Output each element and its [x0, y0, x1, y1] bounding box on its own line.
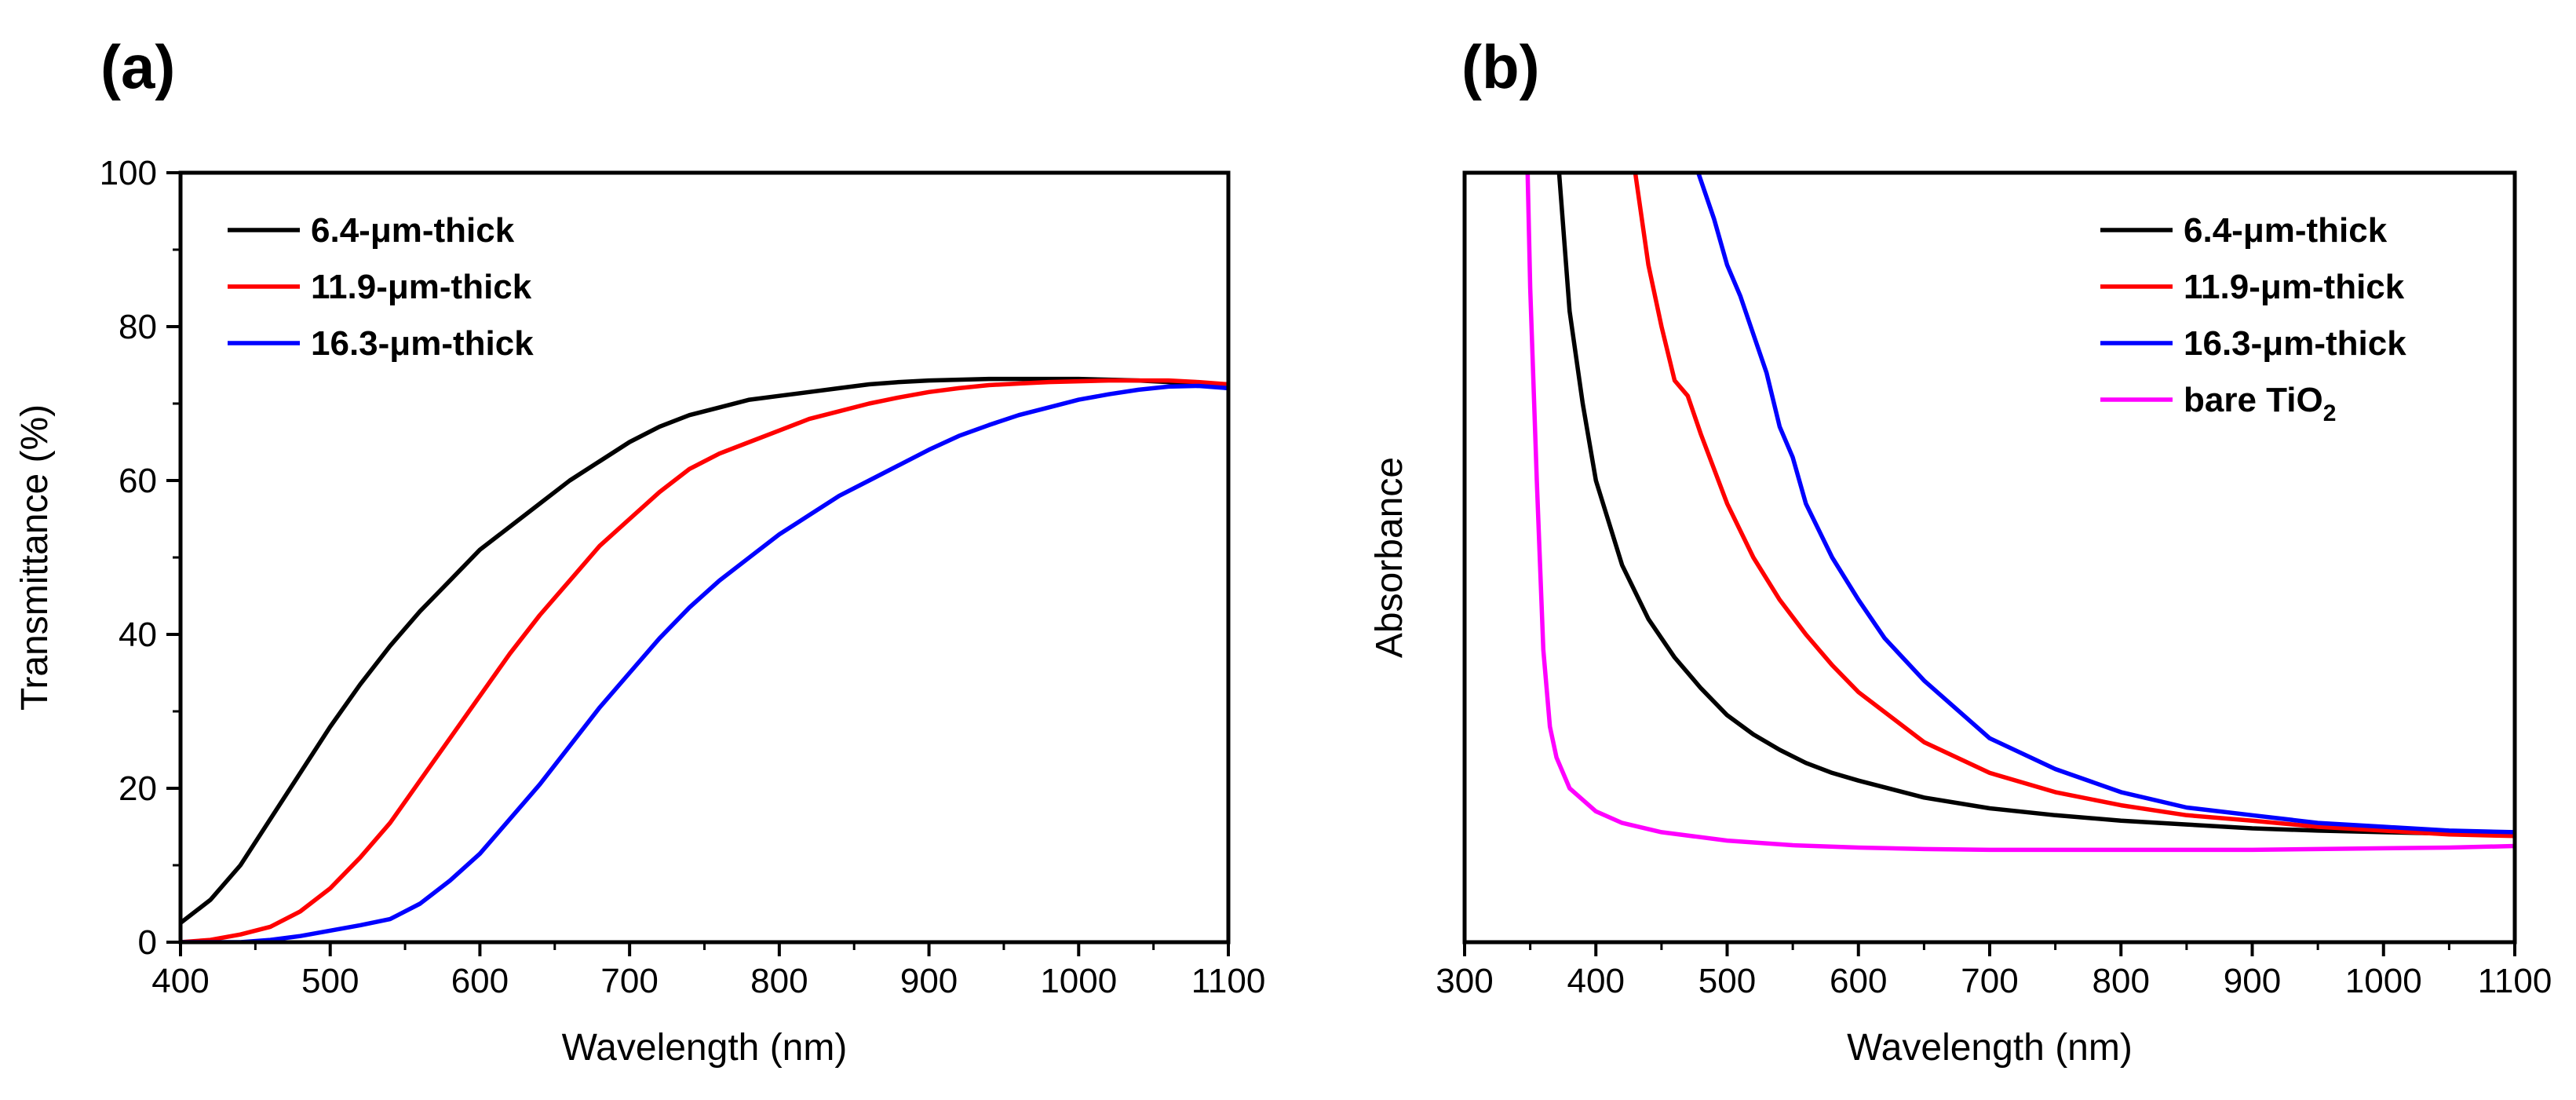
legend-label: 11.9-μm-thick	[311, 268, 532, 306]
y-tick-label: 80	[119, 308, 157, 346]
panel-label: (b)	[1461, 32, 1540, 101]
x-tick-label: 800	[750, 962, 808, 1000]
x-tick-label: 800	[2093, 962, 2150, 1000]
y-tick-label: 60	[119, 462, 157, 500]
x-tick-label: 700	[1961, 962, 2018, 1000]
x-tick-label: 500	[1698, 962, 1756, 1000]
x-axis-title: Wavelength (nm)	[1847, 1027, 2133, 1069]
x-axis-title: Wavelength (nm)	[562, 1027, 848, 1069]
legend-label: 16.3-μm-thick	[2184, 324, 2406, 363]
y-tick-label: 40	[119, 616, 157, 654]
series-line-1	[181, 378, 1228, 942]
x-tick-label: 600	[1830, 962, 1887, 1000]
x-tick-label: 600	[451, 962, 509, 1000]
x-tick-label: 500	[301, 962, 359, 1000]
legend-entry-3: bare TiO2	[2184, 381, 2336, 426]
x-tick-label: 1000	[2345, 962, 2422, 1000]
legend-entry-2: 16.3-μm-thick	[2184, 324, 2406, 363]
x-tick-label: 400	[151, 962, 209, 1000]
x-tick-label: 1000	[1040, 962, 1117, 1000]
legend-label: bare TiO	[2184, 381, 2323, 419]
x-tick-label: 1100	[2478, 962, 2552, 1000]
legend-entry-2: 16.3-μm-thick	[311, 324, 534, 363]
series-line-2	[181, 383, 1228, 942]
y-tick-label: 20	[119, 769, 157, 808]
panel-a: (a) 400 500 600 700 800 900 1000 1100 0 20 40 60 80 10…	[14, 32, 1265, 1069]
series-lines	[181, 376, 1228, 942]
legend: 6.4-μm-thick 11.9-μm-thick 16.3-μm-thick ba…	[2100, 211, 2406, 426]
series-line-3	[1525, 173, 2515, 853]
x-tick-label: 900	[900, 962, 958, 1000]
x-tick-label: 400	[1567, 962, 1625, 1000]
y-tick-label: 0	[138, 923, 157, 962]
series-line-1	[1633, 173, 2515, 839]
legend-entry-0: 6.4-μm-thick	[2184, 211, 2388, 250]
panel-b: (b) 300 400 500 600 700 800 900 1000 1100 Waveleng…	[1369, 32, 2552, 1069]
legend-entry-0: 6.4-μm-thick	[311, 211, 515, 250]
y-tick-label: 100	[100, 154, 157, 192]
y-axis-title: Absorbance	[1369, 457, 1410, 658]
legend-entry-1: 11.9-μm-thick	[311, 268, 532, 306]
legend-label: 16.3-μm-thick	[311, 324, 534, 363]
legend-label: 6.4-μm-thick	[311, 211, 515, 250]
legend-label: 11.9-μm-thick	[2184, 268, 2405, 306]
legend-label: 6.4-μm-thick	[2184, 211, 2388, 250]
x-tick-label: 1100	[1191, 962, 1266, 1000]
series-line-0	[1556, 173, 2515, 837]
x-tick-label: 700	[600, 962, 658, 1000]
y-axis-title: Transmittance (%)	[14, 404, 56, 711]
series-line-2	[1696, 173, 2515, 835]
legend-subscript: 2	[2323, 400, 2337, 426]
panel-label: (a)	[100, 32, 175, 101]
legend: 6.4-μm-thick 11.9-μm-thick 16.3-μm-thick	[228, 211, 534, 363]
legend-entry-1: 11.9-μm-thick	[2184, 268, 2405, 306]
x-tick-label: 300	[1436, 962, 1493, 1000]
series-lines	[1525, 173, 2515, 853]
x-tick-label: 900	[2224, 962, 2281, 1000]
series-line-0	[181, 376, 1228, 925]
